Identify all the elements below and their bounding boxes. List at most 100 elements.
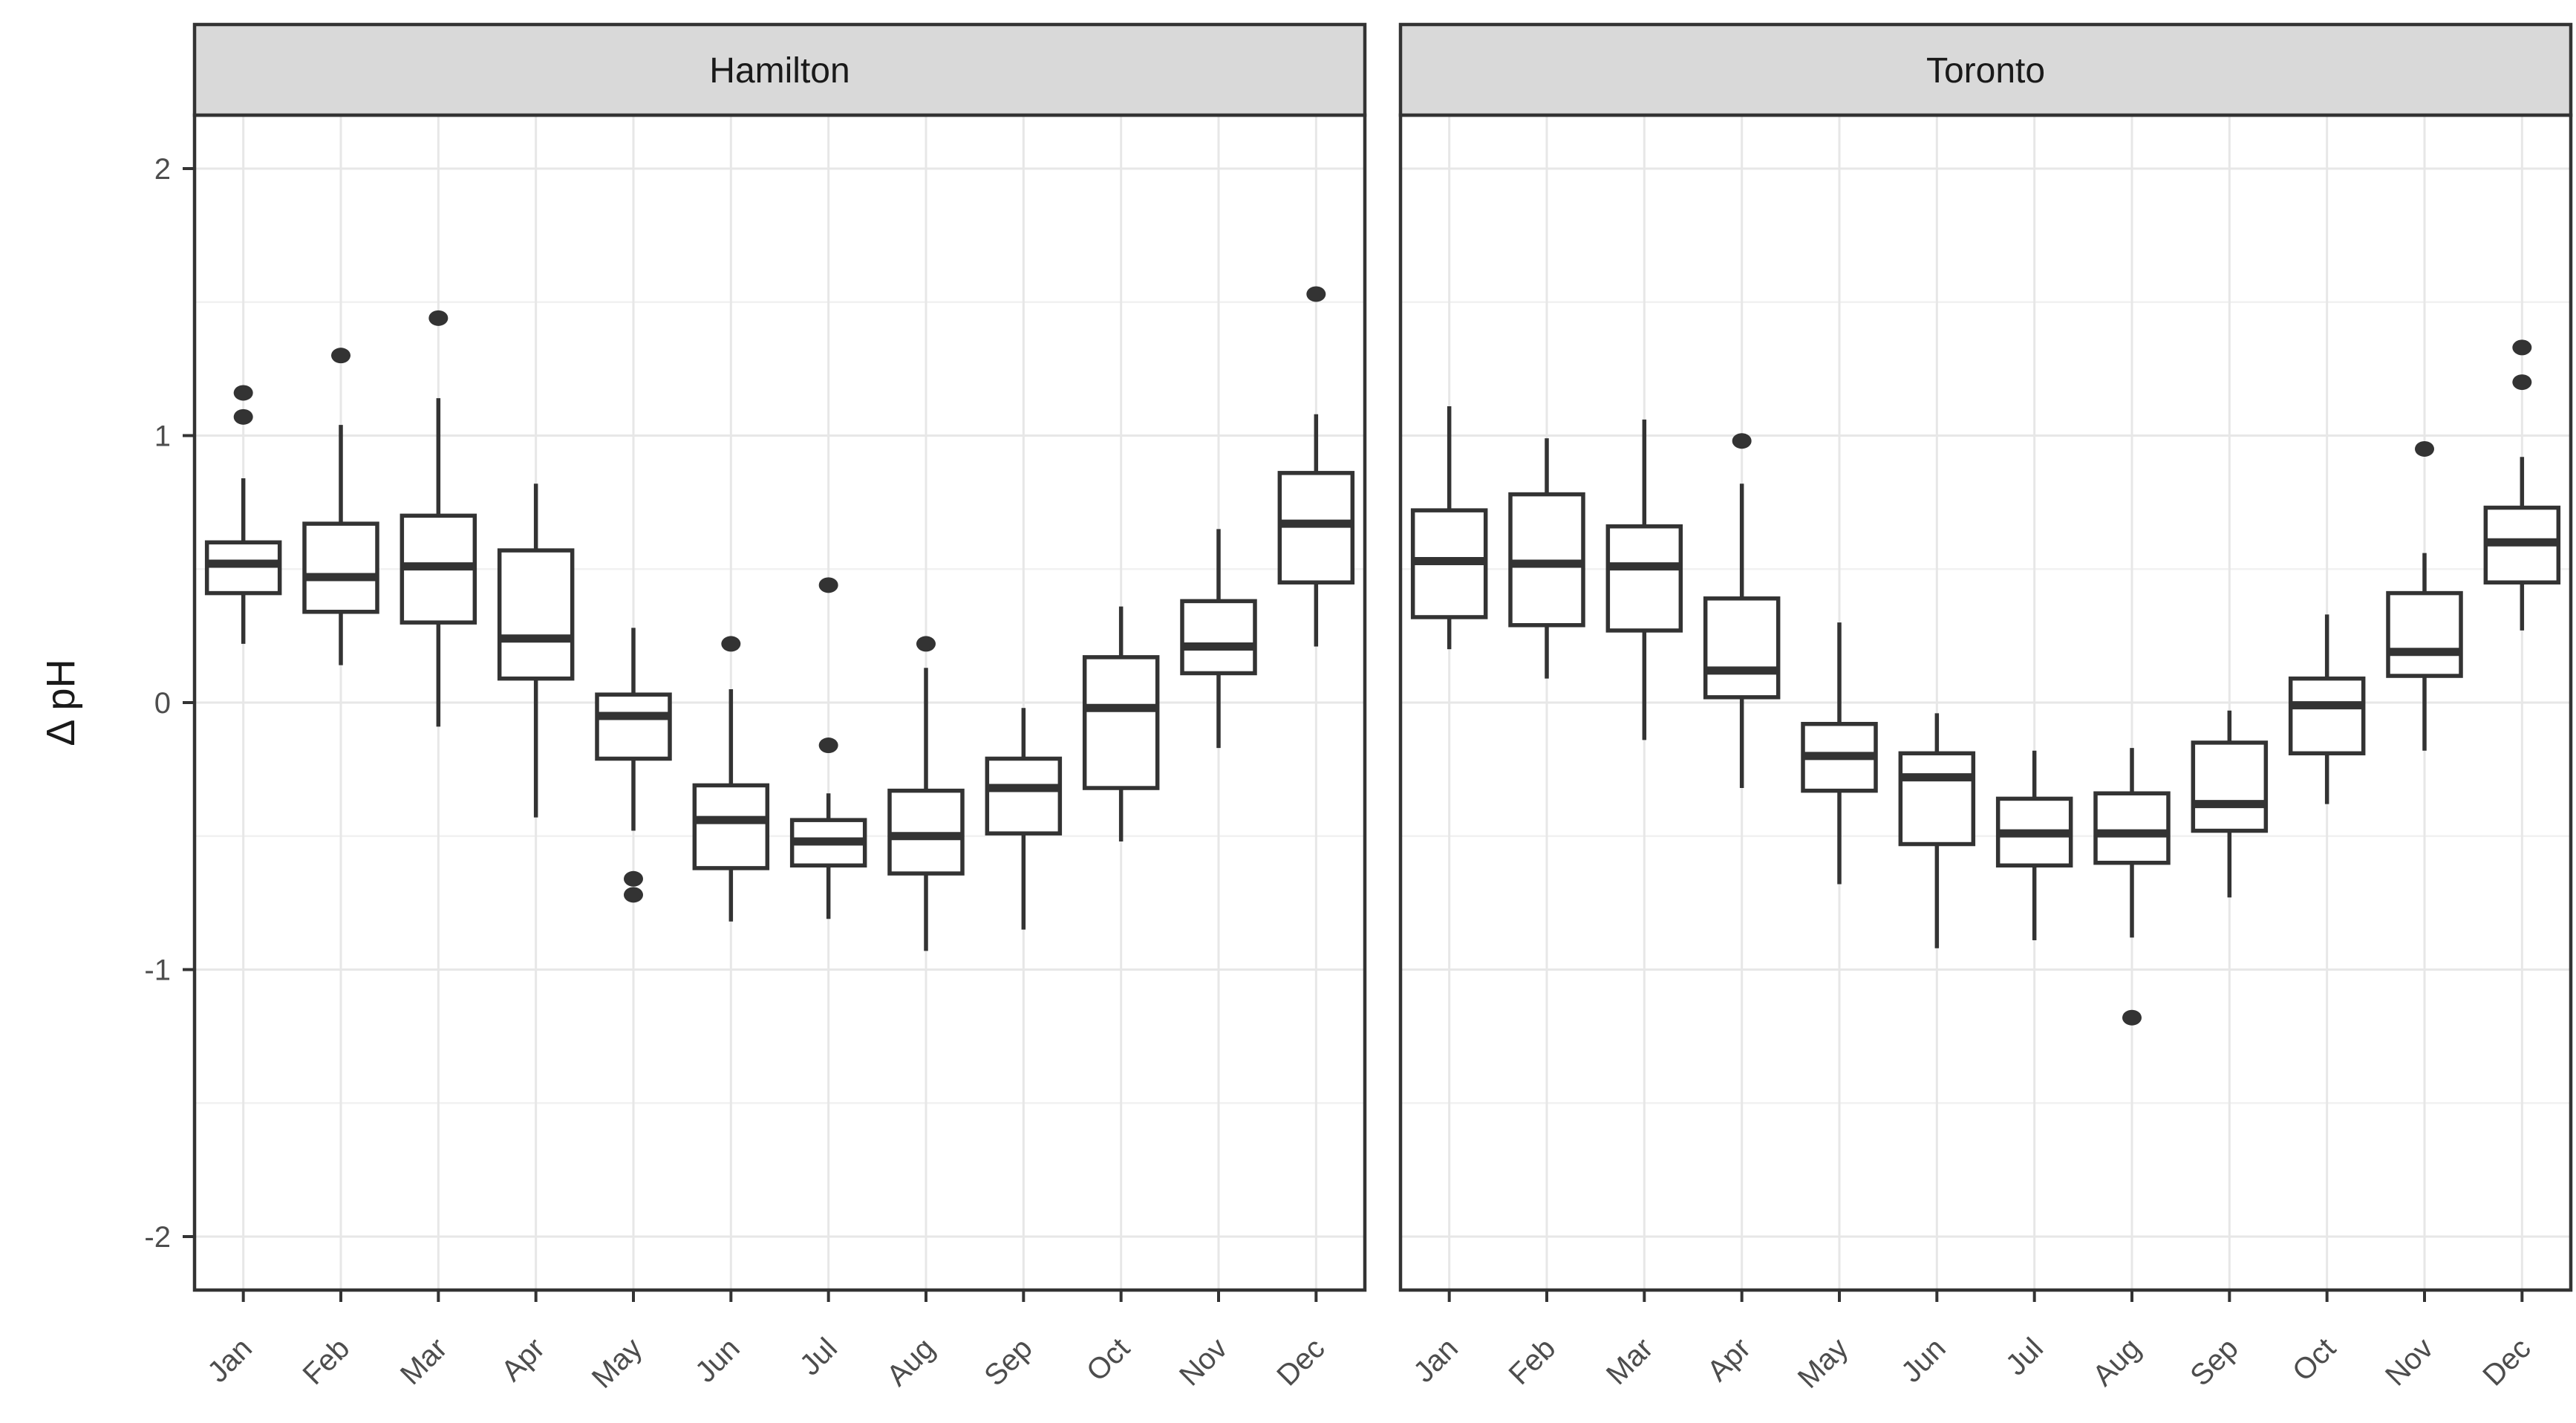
- outlier-point: [2415, 440, 2434, 457]
- x-tick-label-aug: Aug: [881, 1332, 941, 1392]
- iqr-box: [1605, 524, 1683, 633]
- x-tick-label-nov: Nov: [2379, 1332, 2439, 1392]
- y-tick-label-0: 0: [154, 687, 171, 720]
- panel-toronto: Jan Feb Mar Apr May Jun Jul Aug Sep Oct Nov Dec: [1398, 113, 2573, 1395]
- y-tick-label-2: 2: [154, 153, 171, 186]
- outlier-point: [1732, 433, 1752, 449]
- boxplot-hamilton-jun: [692, 636, 770, 922]
- x-tick-label-dec: Dec: [1271, 1332, 1331, 1392]
- outlier-point: [2512, 339, 2532, 356]
- boxplot-hamilton-jul: [789, 577, 867, 919]
- boxplot-toronto-dec: [2483, 339, 2561, 631]
- x-tick-label-jan: Jan: [1407, 1332, 1464, 1389]
- boxplot-toronto-sep: [2191, 710, 2269, 898]
- facet-strip-hamilton: [192, 22, 1367, 117]
- facet-strips: Hamilton Toronto: [192, 22, 2573, 117]
- iqr-box: [595, 692, 672, 761]
- iqr-box: [2191, 740, 2269, 833]
- x-axis: Jan Feb Mar Apr May Jun Jul Aug Sep Oct Nov Dec: [201, 1290, 1331, 1395]
- iqr-box: [497, 548, 575, 681]
- y-tick-label--2: -2: [144, 1221, 171, 1254]
- outlier-point: [2122, 1009, 2142, 1026]
- outlier-point: [624, 870, 643, 887]
- boxplot-toronto-feb: [1508, 438, 1585, 679]
- x-tick-label-jan: Jan: [201, 1332, 258, 1389]
- x-tick-label-sep: Sep: [978, 1332, 1038, 1392]
- iqr-box: [2093, 791, 2171, 865]
- iqr-box: [985, 756, 1063, 836]
- outlier-point: [818, 577, 838, 593]
- x-tick-label-jul: Jul: [794, 1332, 844, 1381]
- iqr-box: [692, 783, 770, 870]
- boxplot-hamilton-sep: [985, 708, 1063, 930]
- iqr-box: [1180, 599, 1257, 676]
- x-tick-label-may: May: [1792, 1332, 1855, 1395]
- boxplot-toronto-may: [1801, 622, 1878, 885]
- panel-hamilton: Jan Feb Mar Apr May Jun Jul Aug Sep Oct Nov Dec: [192, 113, 1367, 1395]
- boxplot-toronto-nov: [2386, 440, 2463, 751]
- x-tick-label-jun: Jun: [1895, 1332, 1952, 1389]
- x-tick-label-apr: Apr: [495, 1332, 551, 1387]
- boxplot-hamilton-dec: [1277, 286, 1355, 647]
- chart-layers: 2 1 0 -1 -2 Jan Feb Mar Apr May Jun Jul Aug Sep Oct Nov…: [144, 113, 2573, 1395]
- boxplot-hamilton-aug: [887, 636, 965, 951]
- boxplot-toronto-jan: [1410, 406, 1488, 650]
- y-tick-label--1: -1: [144, 954, 171, 987]
- x-axis: Jan Feb Mar Apr May Jun Jul Aug Sep Oct Nov Dec: [1407, 1290, 2537, 1395]
- iqr-box: [2288, 676, 2366, 756]
- iqr-box: [1703, 596, 1781, 700]
- boxplot-hamilton-oct: [1082, 606, 1160, 841]
- x-tick-label-oct: Oct: [2286, 1332, 2342, 1387]
- boxplot-toronto-aug: [2093, 748, 2171, 1026]
- x-tick-label-feb: Feb: [297, 1332, 356, 1391]
- boxplot-toronto-apr: [1703, 433, 1781, 789]
- outlier-point: [2512, 374, 2532, 391]
- x-tick-label-sep: Sep: [2184, 1332, 2244, 1392]
- x-tick-label-oct: Oct: [1080, 1332, 1136, 1387]
- boxplot-toronto-mar: [1605, 419, 1683, 740]
- boxplot-toronto-oct: [2288, 614, 2366, 804]
- iqr-box: [1898, 751, 1976, 847]
- gridlines-major: [195, 167, 1365, 1238]
- outlier-point: [233, 385, 253, 401]
- iqr-box: [1082, 655, 1160, 790]
- outlier-point: [1306, 286, 1326, 302]
- y-tick-label-1: 1: [154, 420, 171, 453]
- facet-strip-toronto: [1398, 22, 2573, 117]
- y-axis: 2 1 0 -1 -2: [144, 153, 195, 1254]
- x-tick-label-may: May: [586, 1332, 649, 1395]
- boxplot-toronto-jun: [1898, 713, 1976, 948]
- y-axis-title: Δ pH: [39, 659, 83, 746]
- x-tick-label-jul: Jul: [2000, 1332, 2050, 1381]
- boxplot-hamilton-mar: [400, 310, 477, 727]
- gridlines-minor: [1401, 301, 2571, 1104]
- outlier-point: [624, 887, 643, 903]
- outlier-point: [233, 408, 253, 425]
- boxplot-hamilton-nov: [1180, 529, 1257, 749]
- boxplot-hamilton-apr: [497, 483, 575, 818]
- boxplot-hamilton-jan: [204, 385, 282, 644]
- outlier-point: [916, 636, 936, 652]
- x-tick-label-jun: Jun: [689, 1332, 746, 1389]
- gridlines-minor: [195, 301, 1365, 1104]
- boxplot-toronto-jul: [1995, 750, 2073, 940]
- facet-strip-label-hamilton: Hamilton: [709, 51, 850, 91]
- x-tick-label-mar: Mar: [1600, 1332, 1660, 1391]
- facet-strip-label-toronto: Toronto: [1926, 51, 2045, 91]
- iqr-box: [2386, 590, 2463, 678]
- x-tick-label-mar: Mar: [394, 1332, 454, 1391]
- x-tick-label-feb: Feb: [1503, 1332, 1562, 1391]
- outlier-point: [721, 636, 741, 652]
- x-tick-label-dec: Dec: [2476, 1332, 2537, 1392]
- x-tick-label-apr: Apr: [1701, 1332, 1757, 1387]
- boxplot-hamilton-feb: [302, 348, 379, 665]
- x-tick-label-aug: Aug: [2087, 1332, 2147, 1392]
- boxplot-hamilton-may: [595, 628, 672, 903]
- outlier-point: [818, 737, 838, 754]
- outlier-point: [331, 348, 350, 364]
- x-tick-label-nov: Nov: [1173, 1332, 1233, 1392]
- outlier-point: [428, 310, 449, 326]
- gridlines-major: [1401, 167, 2571, 1238]
